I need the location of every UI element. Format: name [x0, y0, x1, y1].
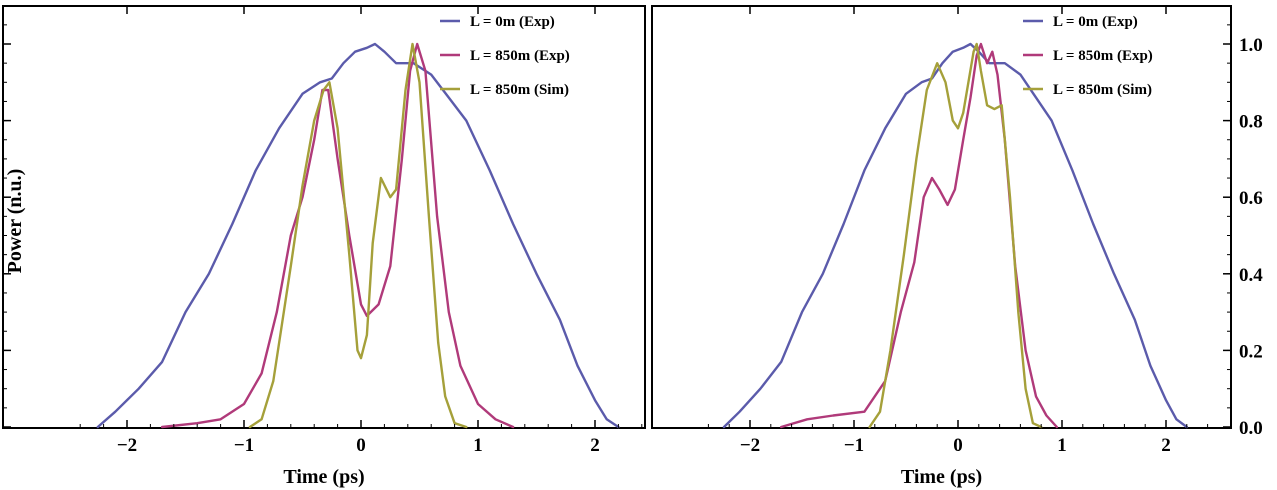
x-tick-label: −1 [234, 435, 254, 456]
x-tick-label: −2 [740, 435, 760, 456]
x-tick-label: 1 [1057, 435, 1067, 456]
y-tick-label: 0.0 [1239, 418, 1263, 439]
x-tick-label: −2 [117, 435, 137, 456]
plot-frame [2, 5, 646, 429]
x-tick-label: −1 [844, 435, 864, 456]
series-line-sim850 [248, 42, 468, 429]
y-tick-label: 0.8 [1239, 112, 1263, 133]
y-axis-title: Power (n.u.) [4, 169, 26, 274]
x-tick-label: 1 [473, 435, 483, 456]
legend-label: L = 0m (Exp) [1053, 14, 1138, 30]
series-line-exp850 [160, 42, 515, 429]
series-line-exp850 [780, 42, 1059, 429]
legend-label: L = 0m (Exp) [470, 14, 555, 30]
plot-frame [651, 5, 1232, 429]
x-tick-label: 0 [356, 435, 366, 456]
y-tick-label: 0.6 [1239, 188, 1263, 209]
series-line-exp0 [96, 42, 620, 429]
x-axis-title: Time (ps) [901, 466, 982, 488]
series-line-sim850 [868, 42, 1043, 429]
y-tick-label: 0.4 [1239, 265, 1263, 286]
legend-label: L = 850m (Exp) [470, 48, 570, 64]
x-tick-label: 2 [590, 435, 600, 456]
x-tick-label: 2 [1161, 435, 1171, 456]
x-tick-label: 0 [953, 435, 963, 456]
series-line-exp0 [722, 42, 1189, 429]
y-tick-label: 0.2 [1239, 341, 1263, 362]
legend-label: L = 850m (Exp) [1053, 48, 1153, 64]
legend-label: L = 850m (Sim) [1053, 82, 1152, 98]
chart-panel-right: −2 −1 0 1 2 0.0 0.2 0.4 0.6 0.8 1.0 Time (ps) L = 0m… [651, 5, 1263, 488]
y-tick-label: 1.0 [1239, 35, 1263, 56]
legend-label: L = 850m (Sim) [470, 82, 569, 98]
x-axis-title: Time (ps) [283, 466, 364, 488]
